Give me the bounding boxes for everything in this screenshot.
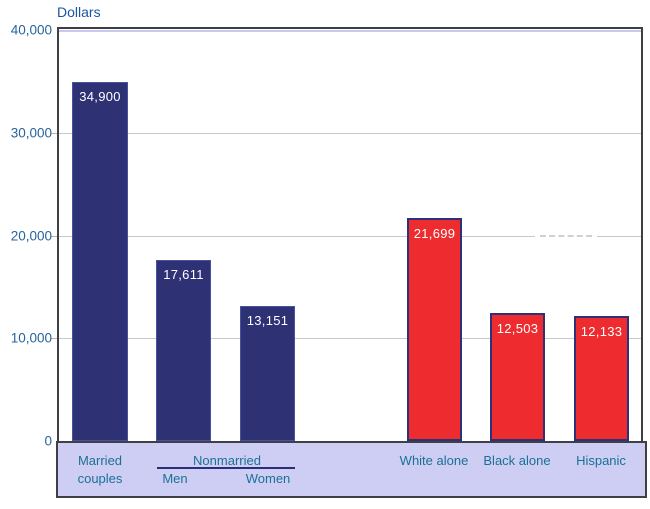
axis-label-married-line1: Married <box>77 453 123 468</box>
axis-label-nonmarried-women: Women <box>245 471 291 486</box>
y-tick-label-40000: 40,000 <box>10 22 52 38</box>
y-axis-tick-20000 <box>51 235 57 237</box>
white-alone-value-label: 21,699 <box>413 226 456 242</box>
x-axis-band <box>56 441 647 498</box>
nonmarried-men-bar: 17,611 <box>156 260 211 441</box>
axis-label-white-alone: White alone <box>399 453 469 468</box>
hispanic-bar: 12,133 <box>574 316 629 441</box>
plot-area: 34,900 17,611 13,151 21,699 12,503 12,133 <box>57 27 643 441</box>
nonmarried-women-bar: 13,151 <box>240 305 295 441</box>
axis-label-black-alone: Black alone <box>483 453 551 468</box>
axis-label-nonmarried-group-underline <box>157 467 295 469</box>
y-axis-tick-10000 <box>51 338 57 340</box>
nonmarried-men-value-label: 17,611 <box>163 267 204 283</box>
y-tick-label-0: 0 <box>44 433 52 449</box>
chart-title: Dollars <box>57 4 101 20</box>
black-alone-bar: 12,503 <box>490 312 545 441</box>
married-couples-bar: 34,900 <box>72 82 128 441</box>
axis-label-nonmarried-group: Nonmarried <box>193 453 261 468</box>
white-alone-bar: 21,699 <box>407 218 462 441</box>
gridline-10000 <box>59 338 641 340</box>
axis-label-hispanic: Hispanic <box>576 453 626 468</box>
y-tick-label-10000: 10,000 <box>10 330 52 346</box>
y-axis-tick-30000 <box>51 132 57 134</box>
axis-label-nonmarried-men: Men <box>162 471 188 486</box>
gridline-artifact <box>535 233 597 238</box>
axis-label-married-line2: couples <box>77 471 123 486</box>
gridline-30000 <box>59 132 641 134</box>
top-gridline-40000 <box>59 30 641 32</box>
nonmarried-women-value-label: 13,151 <box>246 312 289 328</box>
hispanic-value-label: 12,133 <box>580 324 623 340</box>
married-couples-value-label: 34,900 <box>79 89 121 105</box>
gridline-artifact-dashes <box>539 234 593 237</box>
black-alone-value-label: 12,503 <box>496 320 539 336</box>
gridline-20000 <box>59 235 641 237</box>
y-tick-label-20000: 20,000 <box>10 228 52 243</box>
y-tick-label-30000: 30,000 <box>10 125 52 141</box>
